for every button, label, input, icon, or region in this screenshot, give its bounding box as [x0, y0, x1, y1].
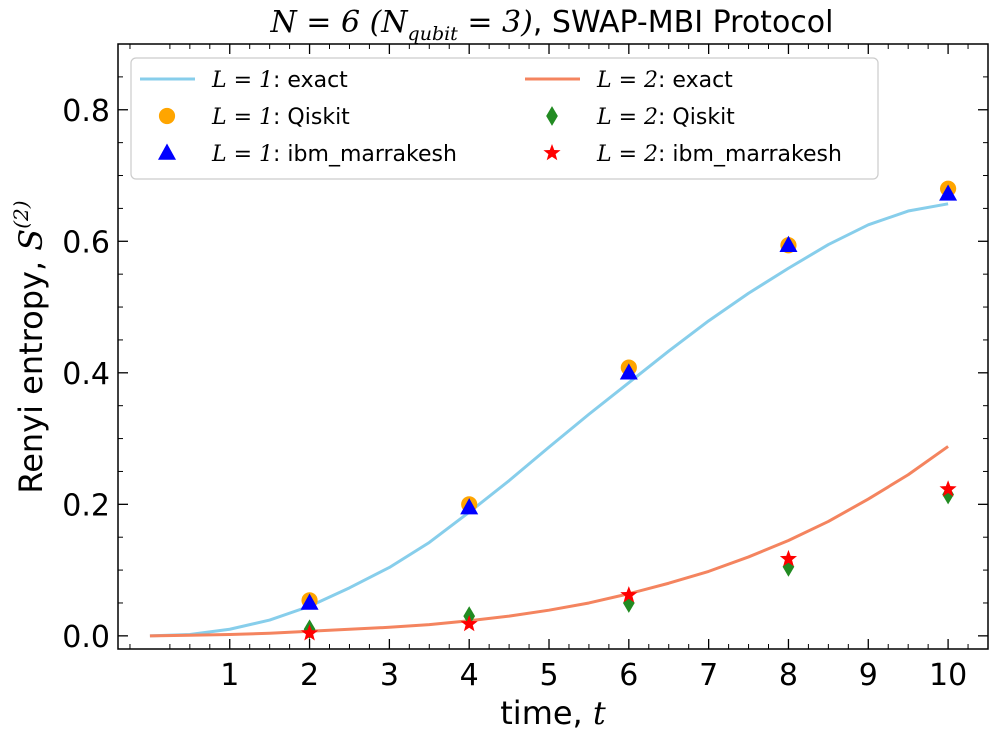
data-point-star	[779, 549, 798, 567]
y-axis-label-text: Renyi entropy,	[12, 251, 50, 494]
data-point-triangle	[779, 235, 798, 252]
legend-label-text: : Qiskit	[658, 105, 735, 130]
chart-title-subscript: qubit	[408, 23, 459, 45]
chart-title-math-tail: = 3)	[458, 5, 533, 40]
legend-label-text: : ibm_marrakesh	[273, 142, 457, 167]
legend-label-text: : ibm_marrakesh	[658, 142, 842, 167]
x-tick-label: 10	[929, 658, 967, 693]
plot-frame	[117, 43, 989, 650]
y-tick-label: 0.0	[62, 620, 110, 655]
x-tick-label: 3	[380, 658, 399, 693]
x-tick-label: 8	[779, 658, 798, 693]
data-point-triangle	[939, 184, 958, 201]
data-point-star	[460, 615, 478, 632]
series-line-2	[149, 445, 949, 638]
legend-label-math: L = 2	[596, 105, 658, 130]
x-axis-ticks: 1 2 3 4 5 6 7 8 9 10	[129, 44, 989, 693]
legend-marker-diamond	[546, 106, 558, 126]
x-tick-label: 7	[699, 658, 718, 693]
chart-title-math: N = 6 (N	[270, 5, 410, 40]
data-point-star	[939, 480, 957, 497]
legend-label: L = 2: ibm_marrakesh	[596, 142, 842, 167]
x-axis-label-text: time,	[500, 694, 593, 732]
series-layer	[149, 180, 958, 641]
y-tick-label: 0.8	[62, 94, 110, 129]
legend-label-math: L = 1	[211, 68, 273, 93]
data-point-triangle	[619, 363, 638, 380]
data-point-star	[620, 586, 638, 603]
legend-label-text: : exact	[273, 68, 348, 93]
legend-label: L = 1: exact	[211, 68, 348, 93]
legend-label: L = 1: Qiskit	[211, 105, 350, 130]
y-axis-label-superscript: (2)	[9, 200, 33, 228]
legend-marker-star	[543, 144, 561, 161]
x-axis-label: time, t	[500, 694, 606, 732]
x-tick-label: 6	[619, 658, 638, 693]
legend-label-text: : exact	[658, 68, 733, 93]
x-tick-label: 1	[220, 658, 239, 693]
x-axis-label-var: t	[593, 694, 606, 732]
legend-marker-circle	[158, 107, 176, 125]
y-axis-label: Renyi entropy, S(2)	[9, 200, 50, 493]
y-axis-label-var: S	[12, 229, 50, 251]
y-axis-ticks: 0.0 0.2 0.4 0.6 0.8	[62, 43, 988, 655]
series-line-1	[149, 202, 949, 638]
data-point-triangle	[460, 498, 479, 515]
x-tick-label: 9	[859, 658, 878, 693]
y-tick-label: 0.4	[62, 357, 110, 392]
legend-label-math: L = 2	[596, 68, 658, 93]
chart-title: N = 6 (Nqubit = 3), SWAP-MBI Protocol	[270, 5, 834, 45]
x-tick-label: 2	[300, 658, 319, 693]
legend-label-text: : Qiskit	[273, 105, 350, 130]
legend-label-math: L = 1	[211, 142, 273, 167]
legend-label: L = 2: Qiskit	[596, 105, 735, 130]
legend-label: L = 1: ibm_marrakesh	[211, 142, 457, 167]
y-tick-label: 0.6	[62, 225, 110, 260]
legend-label: L = 2: exact	[596, 68, 733, 93]
x-tick-label: 5	[539, 658, 558, 693]
chart-title-text: , SWAP-MBI Protocol	[533, 5, 834, 40]
x-tick-label: 4	[460, 658, 479, 693]
legend-box	[130, 57, 879, 180]
data-point-star	[301, 624, 319, 641]
legend-marker-triangle	[158, 143, 176, 160]
legend-label-math: L = 2	[596, 142, 658, 167]
legend-label-math: L = 1	[211, 105, 273, 130]
y-tick-label: 0.2	[62, 488, 110, 523]
data-point-triangle	[300, 593, 319, 610]
